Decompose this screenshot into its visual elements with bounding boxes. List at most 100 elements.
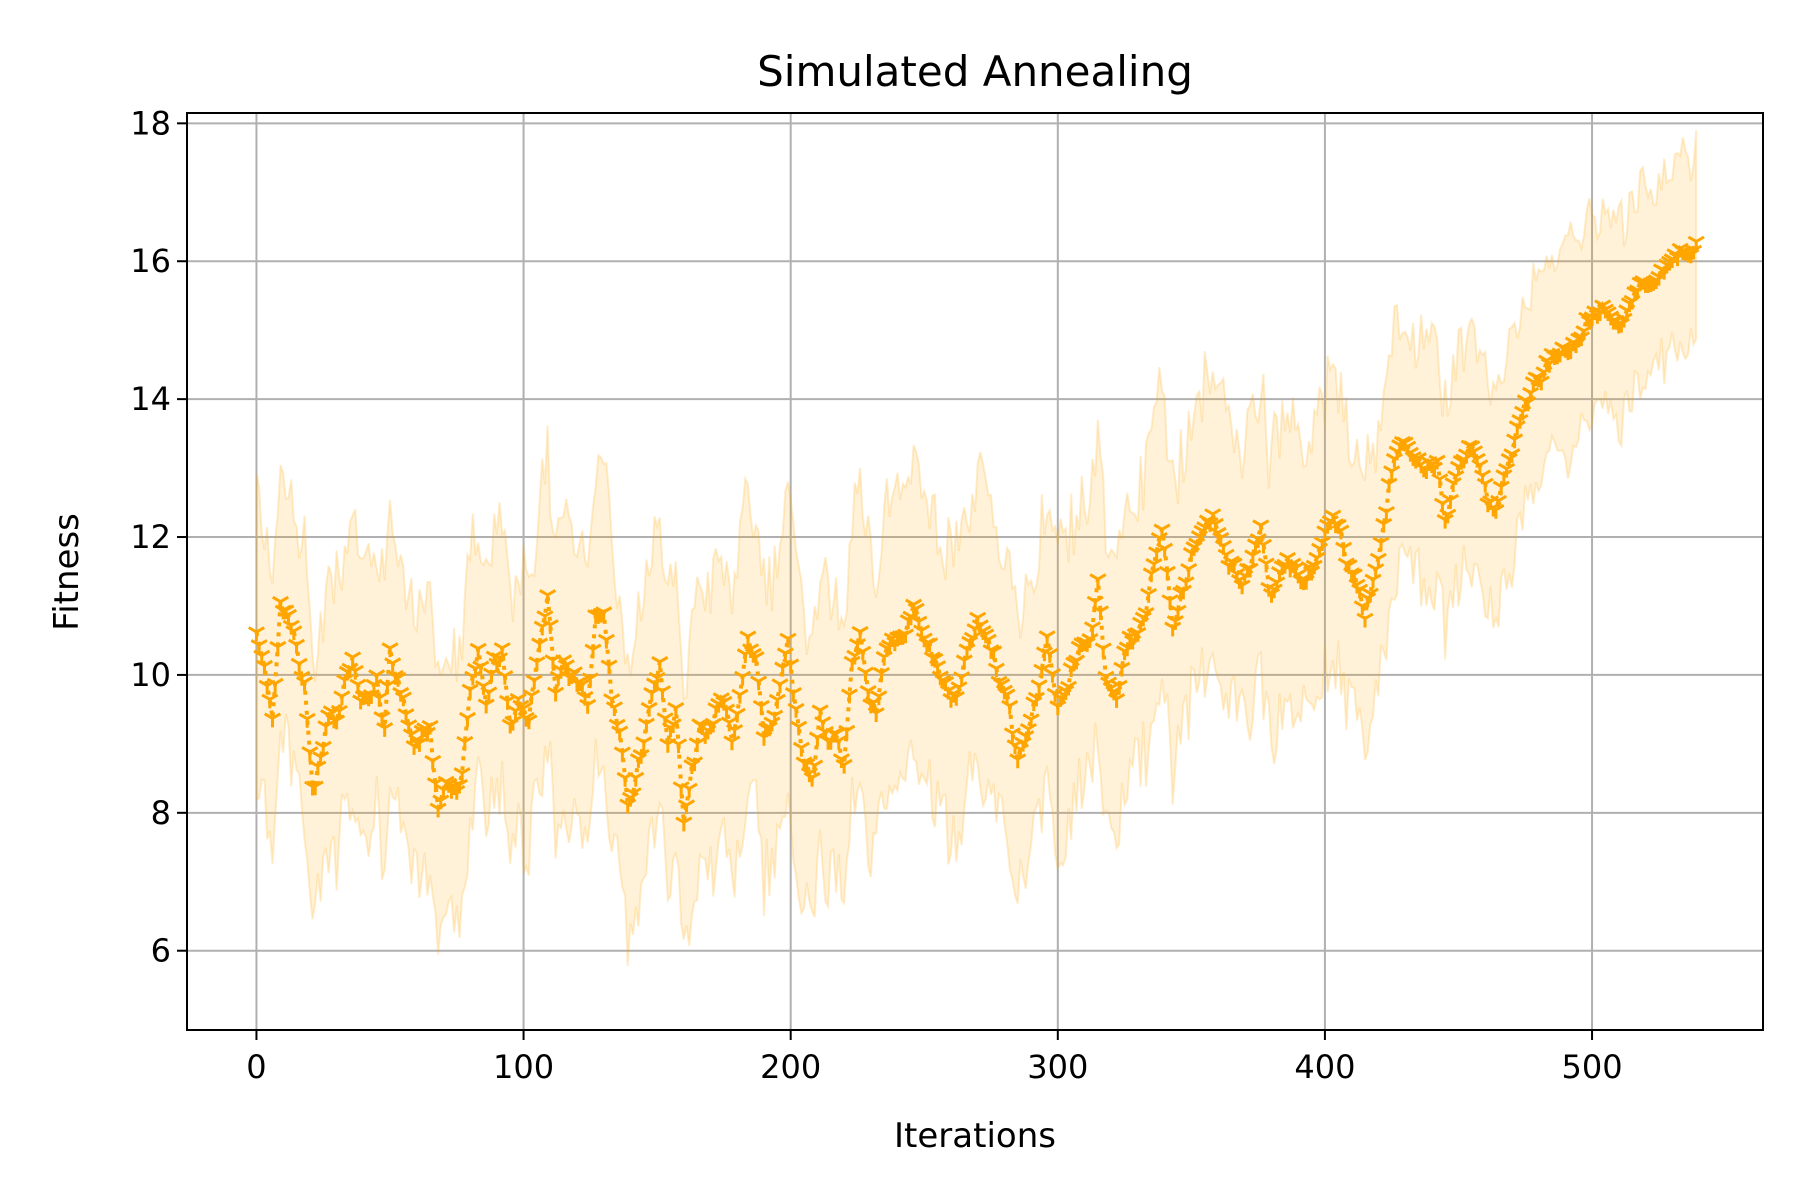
data-point-marker [766,709,784,725]
data-point-marker [376,722,394,737]
data-point-marker [768,693,786,709]
data-point-marker [584,643,602,659]
data-point-marker [856,666,875,682]
data-point-marker [664,718,682,734]
data-point-marker [394,691,412,707]
data-point-marker [1001,699,1019,715]
data-point-marker [1145,557,1163,573]
data-point-marker [1254,538,1273,554]
data-point-marker [1332,524,1350,540]
data-point-marker [333,690,351,706]
data-point-marker [851,625,869,641]
data-point-marker [306,780,324,796]
data-point-marker [314,740,332,756]
data-point-marker [453,767,471,782]
data-point-marker [953,671,971,687]
series-markers [247,235,1705,832]
data-point-marker [1377,505,1395,521]
data-point-marker [330,704,348,720]
data-point-marker [381,642,399,658]
data-point-marker [1153,523,1171,539]
data-point-marker [784,686,802,702]
y-tick-label: 12 [130,518,171,556]
data-point-marker [1059,680,1078,696]
y-tick-label: 8 [151,794,171,832]
data-point-marker [752,699,770,715]
data-point-marker [389,671,407,687]
data-point-marker [1169,604,1187,620]
data-point-marker [728,707,746,723]
data-point-marker [838,724,856,740]
confidence-band [255,129,1698,966]
data-point-marker [1241,562,1259,578]
data-point-marker [525,674,543,690]
data-point-marker [496,669,514,685]
data-point-marker [723,735,741,751]
data-point-marker [456,735,474,751]
data-point-marker [840,688,858,704]
data-point-marker [771,678,789,694]
data-point-marker [1030,679,1048,695]
x-axis-ticks: 0 100 200 300 400 500 [246,1030,1623,1086]
data-point-marker [627,771,645,787]
x-tick-label: 0 [246,1048,266,1086]
data-point-marker [803,771,821,787]
data-point-marker [1372,536,1390,552]
data-point-marker [1140,587,1158,603]
data-point-marker [1081,633,1099,648]
data-point-marker [301,746,319,761]
data-point-marker [520,714,538,730]
data-point-marker [368,669,386,685]
data-point-marker [1375,517,1393,533]
data-point-marker [344,651,362,667]
data-point-marker [1252,519,1270,535]
plot-frame [186,112,1764,1031]
data-point-marker [384,657,402,673]
data-point-marker [1022,713,1040,729]
data-point-marker [1492,480,1510,496]
data-point-marker [247,626,265,642]
data-point-marker [285,625,303,641]
x-tick-label: 200 [760,1048,821,1086]
x-tick-label: 300 [1027,1048,1088,1086]
data-point-marker [1089,573,1107,589]
data-point-marker [290,657,308,673]
data-point-marker [1503,448,1521,463]
data-point-marker [600,659,618,675]
x-tick-label: 100 [493,1048,554,1086]
y-tick-label: 18 [130,104,171,142]
data-point-marker [782,658,800,674]
data-point-marker [613,746,631,762]
data-point-marker [528,656,546,671]
y-axis-ticks: 6 8 10 12 14 16 18 [130,104,187,970]
data-point-marker [1439,508,1457,524]
data-point-marker [579,698,597,714]
data-point-marker [263,712,282,728]
data-point-marker [1351,583,1369,599]
data-point-marker [1177,576,1195,592]
data-point-marker [640,701,658,717]
data-point-marker [669,738,688,754]
data-point-marker [531,637,549,653]
data-point-marker [261,693,279,709]
data-point-marker [1067,654,1086,670]
data-point-marker [346,664,364,680]
data-point-marker [493,642,511,657]
data-point-marker [1335,541,1353,557]
data-point-marker [677,799,696,815]
data-point-marker [378,679,396,695]
data-point-marker [1441,493,1460,509]
data-point-marker [581,672,599,688]
data-point-marker [921,637,939,653]
data-point-marker [1490,494,1508,510]
data-point-marker [1033,663,1051,679]
data-point-marker [397,708,415,723]
data-point-marker [718,703,736,719]
data-point-marker [1156,542,1174,558]
data-point-marker [750,675,768,691]
data-point-marker [1083,621,1102,637]
data-point-marker [651,655,669,671]
data-point-marker [790,720,808,736]
x-tick-label: 400 [1294,1048,1355,1086]
